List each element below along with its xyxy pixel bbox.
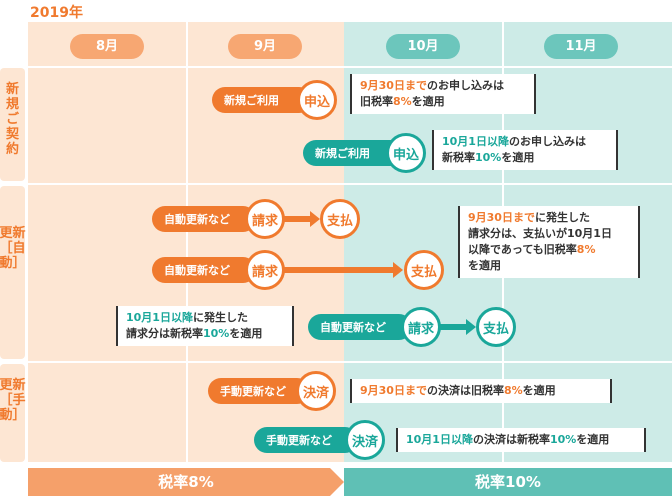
tax-rate-new-band: 税率10% [344, 468, 672, 496]
month-header-nov: 11月 [544, 34, 618, 59]
divider-aug-sep [186, 22, 188, 462]
arrow-right-icon [439, 324, 469, 330]
flow-pill-new-sept: 新規ご利用 [212, 87, 312, 113]
arrow-right-icon [283, 267, 395, 273]
month-header-sep: 9月 [228, 34, 302, 59]
year-label: 2019年 [30, 5, 83, 21]
row-divider [0, 361, 672, 363]
apply-step-icon: 申込 [386, 133, 426, 173]
row-divider [0, 66, 672, 68]
flow-pill-manual-oct: 手動更新など [254, 427, 358, 453]
arrow-head-icon [393, 262, 403, 278]
month-header-oct: 10月 [386, 34, 460, 59]
row-label-auto-renewal: 更新［自動］ [0, 186, 26, 359]
apply-step-icon: 申込 [297, 80, 337, 120]
row-label-manual-renewal: 更新［手動］ [0, 364, 26, 462]
note-new-oct: 10月1日以降のお申し込みは 新税率10%を適用 [432, 130, 618, 170]
arrow-head-icon [466, 319, 476, 335]
invoice-step-icon: 請求 [245, 199, 285, 239]
settlement-step-icon: 決済 [296, 371, 336, 411]
month-header-aug: 8月 [70, 34, 144, 59]
flow-pill-auto-2: 自動更新など [152, 257, 256, 283]
payment-step-icon: 支払 [320, 199, 360, 239]
row-label-new-contract: 新規ご契約 [0, 68, 25, 181]
arrow-head-icon [310, 211, 320, 227]
note-auto-sept: 9月30日までに発生した 請求分は、支払いが10月1日 以降であっても旧税率8%… [458, 206, 640, 278]
settlement-step-icon: 決済 [345, 420, 385, 460]
tax-rate-old-band: 税率8% [28, 468, 344, 496]
invoice-step-icon: 請求 [401, 307, 441, 347]
note-manual-oct: 10月1日以降の決済は新税率10%を適用 [396, 428, 646, 452]
payment-step-icon: 支払 [404, 250, 444, 290]
note-new-sept: 9月30日までのお申し込みは 旧税率8%を適用 [350, 74, 536, 114]
flow-pill-auto-1: 自動更新など [152, 206, 256, 232]
note-auto-oct: 10月1日以降に発生した 請求分は新税率10%を適用 [116, 306, 294, 346]
flow-pill-auto-3: 自動更新など [308, 314, 412, 340]
payment-step-icon: 支払 [476, 307, 516, 347]
invoice-step-icon: 請求 [245, 250, 285, 290]
row-divider [0, 183, 672, 185]
arrow-right-icon [283, 216, 313, 222]
note-manual-sept: 9月30日までの決済は旧税率8%を適用 [350, 379, 612, 403]
flow-pill-manual-sept: 手動更新など [208, 378, 310, 404]
